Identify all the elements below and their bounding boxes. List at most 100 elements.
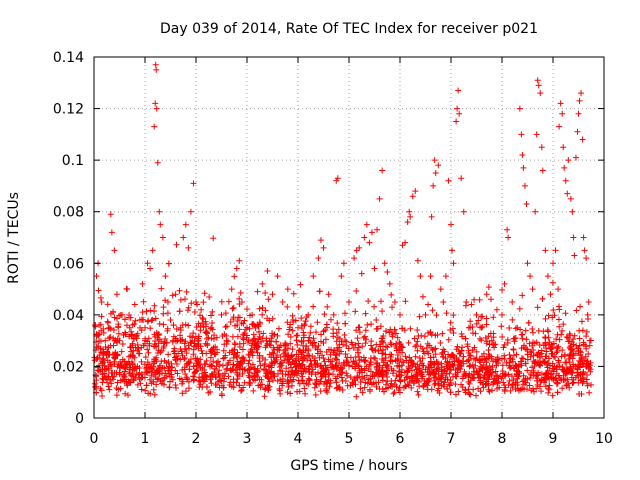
background-point <box>587 337 594 344</box>
background-point <box>242 326 249 333</box>
background-point <box>347 374 354 381</box>
background-point <box>450 312 457 319</box>
data-point <box>126 324 133 331</box>
background-point <box>277 361 284 368</box>
background-point <box>160 340 167 347</box>
background-point <box>195 358 202 365</box>
background-point <box>402 383 409 390</box>
background-point <box>294 388 301 395</box>
background-point <box>554 380 561 387</box>
background-point <box>145 335 152 342</box>
background-point <box>154 367 161 374</box>
background-point <box>570 348 577 355</box>
background-point <box>335 326 342 333</box>
data-point <box>111 247 118 254</box>
background-point <box>396 371 403 378</box>
background-point <box>322 362 329 369</box>
data-point <box>376 195 383 202</box>
background-point <box>466 363 473 370</box>
data-point <box>455 87 462 94</box>
data-point <box>501 280 508 287</box>
data-point <box>159 234 166 241</box>
background-point <box>266 317 273 324</box>
background-point <box>258 338 265 345</box>
data-point <box>564 190 571 197</box>
background-point <box>432 351 439 358</box>
background-point <box>261 393 268 400</box>
data-point <box>570 234 577 241</box>
background-point <box>208 312 215 319</box>
data-point <box>427 273 434 280</box>
background-point <box>302 318 309 325</box>
data-point <box>547 291 554 298</box>
background-point <box>136 376 143 383</box>
background-point <box>105 344 112 351</box>
background-point <box>263 370 270 377</box>
background-point <box>284 303 291 310</box>
background-point <box>568 367 575 374</box>
background-point <box>268 354 275 361</box>
background-point <box>102 366 109 373</box>
background-point <box>200 324 207 331</box>
background-point <box>155 340 162 347</box>
background-point <box>241 379 248 386</box>
background-point <box>138 344 145 351</box>
background-point <box>188 300 195 307</box>
background-point <box>126 360 133 367</box>
background-point <box>342 351 349 358</box>
background-point <box>182 338 189 345</box>
background-point <box>346 362 353 369</box>
background-point <box>561 351 568 358</box>
background-point <box>526 340 533 347</box>
background-point <box>443 370 450 377</box>
background-point <box>307 357 314 364</box>
background-point <box>201 361 208 368</box>
background-point <box>314 319 321 326</box>
background-point <box>387 353 394 360</box>
data-point <box>244 332 250 339</box>
background-point <box>354 374 361 381</box>
background-point <box>529 326 536 333</box>
background-point <box>534 304 541 311</box>
background-point <box>267 369 274 376</box>
background-point <box>456 350 463 357</box>
background-point <box>355 340 362 347</box>
background-point <box>517 358 524 365</box>
background-point <box>367 342 374 349</box>
y-tick-label: 0.1 <box>62 153 84 169</box>
background-point <box>191 340 198 347</box>
background-point <box>164 327 171 334</box>
data-point <box>366 239 373 246</box>
background-point <box>447 389 454 396</box>
background-point <box>469 330 476 337</box>
background-point <box>126 333 133 340</box>
background-point <box>365 376 372 383</box>
background-point <box>554 389 561 396</box>
background-point <box>573 307 580 314</box>
background-point <box>298 368 305 375</box>
background-point <box>293 372 300 379</box>
background-point <box>117 377 124 384</box>
background-point <box>169 364 176 371</box>
background-point <box>210 358 217 365</box>
background-point <box>279 378 286 385</box>
background-point <box>570 352 577 359</box>
background-point <box>493 362 500 369</box>
background-point <box>245 351 252 358</box>
background-point <box>485 355 492 362</box>
data-point <box>432 170 439 177</box>
background-point <box>207 325 214 332</box>
data-point <box>108 229 115 236</box>
data-point <box>561 164 568 171</box>
background-point <box>362 327 369 334</box>
background-point <box>542 334 549 341</box>
plot-border <box>93 56 605 419</box>
background-point <box>274 346 281 353</box>
background-point <box>170 322 177 329</box>
background-point <box>432 380 439 387</box>
background-point <box>542 315 549 322</box>
background-point <box>561 368 568 375</box>
background-point <box>576 342 583 349</box>
background-point <box>317 388 324 395</box>
background-point <box>506 362 513 369</box>
